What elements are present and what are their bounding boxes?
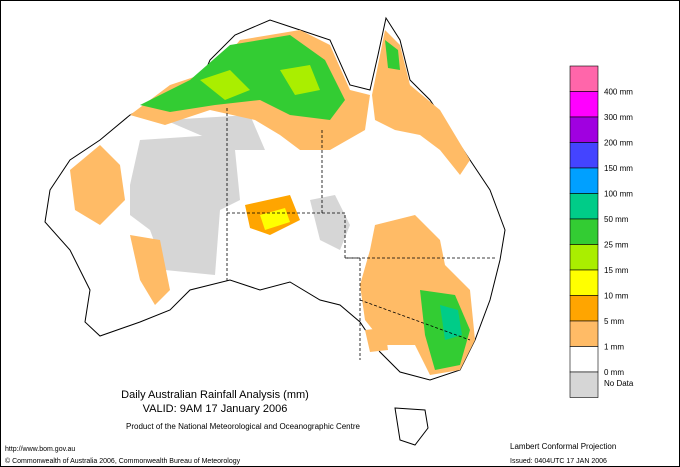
legend-swatch — [569, 142, 599, 169]
legend-label: 400 mm — [604, 88, 633, 97]
rain-area — [130, 235, 170, 305]
legend-swatch — [569, 193, 599, 220]
legend: 400 mm 300 mm 200 mm 150 mm 100 mm 50 mm 25 mm… — [569, 65, 634, 398]
tasmania — [394, 407, 429, 446]
map-area — [44, 16, 506, 446]
legend-label: 15 mm — [604, 266, 629, 275]
legend-label: 5 mm — [604, 317, 624, 326]
copyright: © Commonwealth of Australia 2006, Common… — [5, 457, 241, 465]
no-data-area — [310, 195, 350, 250]
legend-swatch — [569, 269, 599, 296]
no-data-area — [165, 115, 265, 150]
rain-area — [70, 145, 125, 225]
legend-swatch — [569, 218, 599, 245]
projection: Lambert Conformal Projection — [510, 442, 616, 451]
rain-area — [385, 40, 400, 70]
legend-swatch — [569, 116, 599, 143]
rain-area — [200, 65, 320, 100]
legend-label: 200 mm — [604, 139, 633, 148]
legend-label: 300 mm — [604, 113, 633, 122]
url: http://www.bom.gov.au — [5, 446, 75, 453]
legend-swatch — [569, 320, 599, 347]
issued: Issued: 0404UTC 17 JAN 2006 — [510, 458, 607, 465]
valid-time: VALID: 9AM 17 January 2006 — [143, 403, 288, 415]
legend-swatch — [569, 346, 599, 373]
legend-label: 50 mm — [604, 215, 629, 224]
legend-label: 25 mm — [604, 241, 629, 250]
legend-swatch — [569, 371, 599, 398]
legend-label: 100 mm — [604, 190, 633, 199]
legend-label: No Data — [604, 379, 634, 388]
rain-area — [140, 35, 345, 120]
rain-area — [260, 208, 290, 230]
legend-swatch — [569, 295, 599, 322]
legend-label: 0 mm — [604, 368, 624, 377]
legend-label: 1 mm — [604, 343, 624, 352]
map-title: Daily Australian Rainfall Analysis (mm) — [121, 389, 309, 401]
legend-swatch — [569, 91, 599, 118]
legend-label: 10 mm — [604, 292, 629, 301]
legend-swatch — [569, 244, 599, 271]
legend-swatch — [569, 65, 599, 92]
producer: Product of the National Meteorological a… — [126, 422, 360, 431]
state-borders — [226, 108, 495, 360]
rain-area — [365, 328, 388, 352]
legend-label: 150 mm — [604, 164, 633, 173]
legend-swatch — [569, 167, 599, 194]
